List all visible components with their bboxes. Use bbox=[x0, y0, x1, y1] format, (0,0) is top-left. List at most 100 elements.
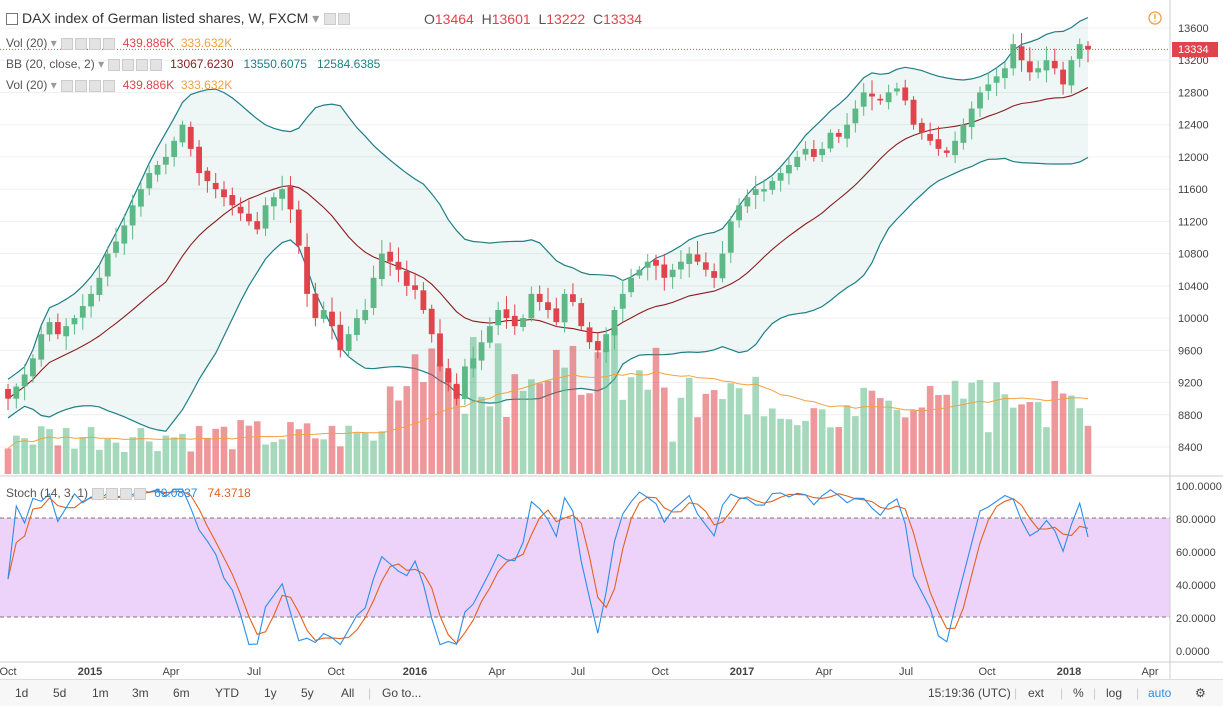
time-tick-label: 2017 bbox=[730, 666, 754, 678]
volume-bar bbox=[71, 448, 78, 474]
stoch-tick-label: 60.0000 bbox=[1176, 547, 1216, 559]
volume-bar bbox=[669, 441, 676, 474]
gear-icon[interactable] bbox=[75, 37, 88, 50]
ext-toggle[interactable]: ext bbox=[1028, 686, 1045, 700]
candle bbox=[910, 96, 917, 130]
candle bbox=[412, 272, 418, 300]
plus-icon[interactable] bbox=[89, 37, 102, 50]
settings-icon[interactable]: ⚙ bbox=[1195, 686, 1206, 700]
candle bbox=[894, 82, 900, 96]
chart-title[interactable]: DAX index of German listed shares, W, FX… bbox=[6, 10, 351, 27]
candle bbox=[852, 100, 859, 133]
price-tick-label: 12000 bbox=[1178, 152, 1209, 164]
volume-bar bbox=[395, 400, 402, 474]
stoch-axis[interactable]: 100.0000 80.0000 60.0000 40.0000 20.0000 0.00… bbox=[1176, 481, 1222, 658]
price-tick-label: 10400 bbox=[1178, 281, 1209, 293]
range-5d[interactable]: 5d bbox=[53, 686, 67, 700]
volume-legend-2[interactable]: Vol (20) ▾ 439.886K 333.632K bbox=[6, 78, 233, 92]
volume-bar bbox=[411, 354, 419, 474]
bollinger-basis-line bbox=[7, 87, 1089, 400]
settings-icon[interactable] bbox=[92, 487, 105, 500]
candle bbox=[495, 301, 502, 336]
volume-bar bbox=[943, 394, 951, 474]
log-toggle[interactable]: log bbox=[1106, 686, 1123, 700]
settings-icon[interactable] bbox=[324, 13, 337, 26]
candle bbox=[927, 122, 934, 146]
range-1d[interactable]: 1d bbox=[15, 686, 29, 700]
bb-legend[interactable]: BB (20, close, 2) ▾ 13067.6230 13550.607… bbox=[6, 57, 381, 71]
settings-icon[interactable] bbox=[108, 58, 121, 71]
candle bbox=[511, 304, 518, 335]
candle bbox=[146, 165, 153, 196]
range-1y[interactable]: 1y bbox=[264, 686, 277, 700]
volume-bar bbox=[87, 427, 95, 474]
candle bbox=[918, 118, 925, 140]
candle bbox=[545, 287, 551, 319]
time-tick-label: 2016 bbox=[403, 666, 427, 678]
candle bbox=[952, 131, 958, 164]
range-3m[interactable]: 3m bbox=[132, 686, 149, 700]
candle bbox=[520, 314, 526, 332]
plus-icon[interactable] bbox=[136, 58, 149, 71]
candle bbox=[636, 266, 643, 279]
price-tick-label: 11600 bbox=[1178, 184, 1208, 196]
volume-bar bbox=[312, 438, 319, 474]
volume-bar bbox=[220, 426, 228, 474]
volume-bar bbox=[1018, 404, 1025, 474]
candle bbox=[304, 233, 310, 307]
range-ytd[interactable]: YTD bbox=[215, 686, 239, 700]
chevron-down-icon[interactable]: ▾ bbox=[312, 10, 320, 26]
range-5y[interactable]: 5y bbox=[301, 686, 314, 700]
close-icon[interactable] bbox=[103, 37, 116, 50]
candle bbox=[46, 317, 53, 342]
close-icon[interactable] bbox=[150, 58, 163, 71]
candle bbox=[769, 176, 776, 195]
stoch-tick-label: 0.0000 bbox=[1176, 646, 1210, 658]
candle bbox=[5, 383, 11, 411]
candle bbox=[719, 241, 726, 283]
stoch-legend[interactable]: Stoch (14, 3, 1) 69.0837 74.3718 bbox=[6, 486, 251, 500]
candle bbox=[736, 198, 742, 228]
volume-bar bbox=[519, 390, 527, 474]
stoch-tick-label: 20.0000 bbox=[1176, 613, 1216, 625]
volume-bar bbox=[137, 428, 145, 474]
plus-icon[interactable] bbox=[89, 79, 102, 92]
range-6m[interactable]: 6m bbox=[173, 686, 190, 700]
volume-bar bbox=[469, 337, 477, 474]
volume-bar bbox=[594, 352, 602, 474]
volume-bar bbox=[760, 416, 768, 474]
volume-bar bbox=[378, 431, 386, 474]
gear-icon[interactable] bbox=[75, 79, 88, 92]
range-all[interactable]: All bbox=[341, 686, 355, 700]
eye-icon[interactable] bbox=[338, 13, 351, 26]
plus-icon[interactable] bbox=[120, 487, 133, 500]
candle bbox=[329, 297, 335, 340]
alert-icon[interactable] bbox=[1148, 11, 1162, 25]
volume-legend[interactable]: Vol (20) ▾ 439.886K 333.632K bbox=[6, 36, 233, 50]
volume-bar bbox=[752, 376, 760, 474]
gear-icon[interactable] bbox=[122, 58, 135, 71]
time-axis[interactable]: Oct 2015 Apr Jul Oct 2016 Apr Jul Oct 2017 Apr Jul O… bbox=[0, 666, 1159, 678]
candle bbox=[844, 113, 850, 148]
price-axis[interactable]: 13600 13200 12800 12400 12000 11600 11200 10800… bbox=[1178, 23, 1209, 454]
stoch-tick-label: 40.0000 bbox=[1176, 580, 1216, 592]
range-1m[interactable]: 1m bbox=[92, 686, 109, 700]
price-tick-label: 10800 bbox=[1178, 249, 1209, 261]
settings-icon[interactable] bbox=[61, 37, 74, 50]
settings-icon[interactable] bbox=[61, 79, 74, 92]
collapse-icon[interactable] bbox=[6, 13, 18, 26]
volume-bar bbox=[444, 371, 452, 474]
candle bbox=[786, 156, 792, 185]
percent-toggle[interactable]: % bbox=[1073, 686, 1084, 700]
close-icon[interactable] bbox=[103, 79, 116, 92]
candle bbox=[21, 364, 28, 401]
goto-button[interactable]: Go to... bbox=[382, 686, 422, 700]
auto-toggle[interactable]: auto bbox=[1148, 686, 1172, 700]
close-icon[interactable] bbox=[134, 487, 147, 500]
gear-icon[interactable] bbox=[106, 487, 119, 500]
volume-bar bbox=[677, 397, 685, 474]
volume-bar bbox=[461, 413, 469, 474]
volume-bar bbox=[918, 407, 926, 474]
candle bbox=[752, 175, 759, 209]
